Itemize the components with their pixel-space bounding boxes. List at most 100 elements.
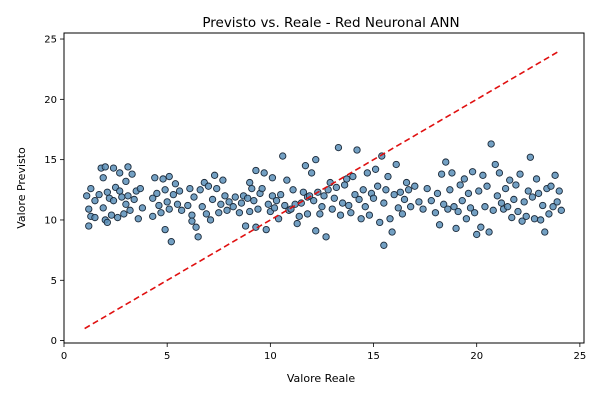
data-point — [149, 212, 157, 221]
data-point — [524, 187, 532, 195]
data-point — [437, 170, 446, 178]
data-point — [221, 192, 229, 200]
data-point — [468, 168, 477, 176]
data-point — [373, 182, 382, 190]
data-point — [549, 203, 557, 211]
data-point — [495, 169, 504, 177]
chart-title: Previsto vs. Reale - Red Neuronal ANN — [202, 15, 459, 31]
data-point — [223, 206, 231, 214]
data-point — [281, 201, 289, 210]
data-point — [206, 216, 215, 224]
data-point — [215, 209, 223, 217]
data-point — [489, 206, 497, 214]
data-point — [448, 169, 456, 177]
data-point — [175, 187, 184, 195]
data-point — [473, 230, 481, 239]
data-point — [107, 211, 116, 219]
data-point — [514, 207, 522, 216]
data-point — [382, 186, 390, 194]
data-point — [95, 190, 103, 199]
data-point — [268, 174, 277, 182]
reference-line-layer — [84, 50, 560, 330]
data-point — [539, 201, 547, 210]
x-tick-label: 0 — [61, 351, 67, 362]
y-tick-label: 0 — [51, 336, 57, 347]
data-point — [526, 153, 534, 161]
data-point — [85, 222, 93, 230]
data-point — [128, 170, 136, 178]
data-point — [198, 203, 206, 211]
data-point — [91, 213, 99, 222]
data-point — [532, 175, 541, 183]
x-tick-label: 15 — [367, 351, 380, 362]
data-point — [171, 180, 180, 188]
points-layer — [83, 140, 565, 249]
data-point — [431, 209, 440, 217]
data-point — [254, 205, 262, 213]
data-point — [555, 187, 563, 195]
data-point — [210, 171, 219, 179]
plot-frame — [63, 32, 585, 344]
data-point — [506, 176, 514, 184]
data-point — [320, 192, 328, 200]
data-point — [404, 186, 413, 194]
data-point — [283, 176, 291, 184]
data-point — [277, 190, 285, 199]
data-point — [126, 206, 134, 214]
data-point — [347, 209, 355, 217]
data-point — [349, 172, 357, 181]
data-point — [398, 210, 407, 218]
y-tick-label: 5 — [51, 276, 57, 287]
data-point — [485, 228, 493, 236]
data-point — [394, 204, 402, 212]
data-point — [351, 190, 359, 199]
data-point — [295, 212, 303, 221]
data-point — [477, 223, 485, 231]
data-point — [407, 203, 415, 211]
data-point — [512, 181, 520, 189]
data-point — [246, 178, 254, 187]
data-point — [310, 197, 318, 205]
data-point — [204, 182, 213, 190]
data-point — [522, 212, 530, 221]
data-point — [268, 192, 277, 200]
data-point — [415, 198, 423, 206]
data-point — [371, 165, 380, 173]
data-point — [475, 187, 483, 195]
data-point — [454, 207, 462, 216]
data-point — [312, 227, 320, 235]
data-point — [235, 209, 244, 217]
data-point — [248, 184, 256, 193]
data-point — [402, 178, 411, 187]
data-point — [369, 194, 378, 202]
data-point — [241, 222, 250, 230]
data-point — [450, 203, 458, 211]
data-point — [163, 198, 171, 206]
data-point — [161, 225, 169, 234]
data-point — [359, 186, 367, 194]
data-point — [324, 186, 332, 194]
data-point — [157, 209, 165, 217]
data-point — [153, 189, 161, 198]
data-point — [151, 174, 159, 182]
data-point — [541, 228, 549, 236]
data-point — [328, 205, 336, 213]
data-point — [510, 195, 518, 204]
data-point — [173, 200, 182, 208]
data-point — [250, 197, 258, 205]
y-axis-label: Valore Previsto — [15, 147, 28, 229]
data-point — [188, 211, 196, 219]
data-point — [134, 215, 142, 223]
data-point — [345, 201, 353, 210]
data-point — [229, 203, 237, 211]
data-point — [208, 195, 217, 204]
data-point — [435, 221, 444, 229]
x-tick-label: 20 — [470, 351, 483, 362]
data-point — [419, 205, 427, 213]
x-axis-ticks: 0 5 10 15 20 25 — [61, 343, 586, 362]
data-point — [169, 190, 178, 199]
data-point — [332, 183, 341, 192]
data-point — [165, 172, 173, 181]
data-point — [376, 218, 384, 227]
data-point — [456, 181, 464, 189]
